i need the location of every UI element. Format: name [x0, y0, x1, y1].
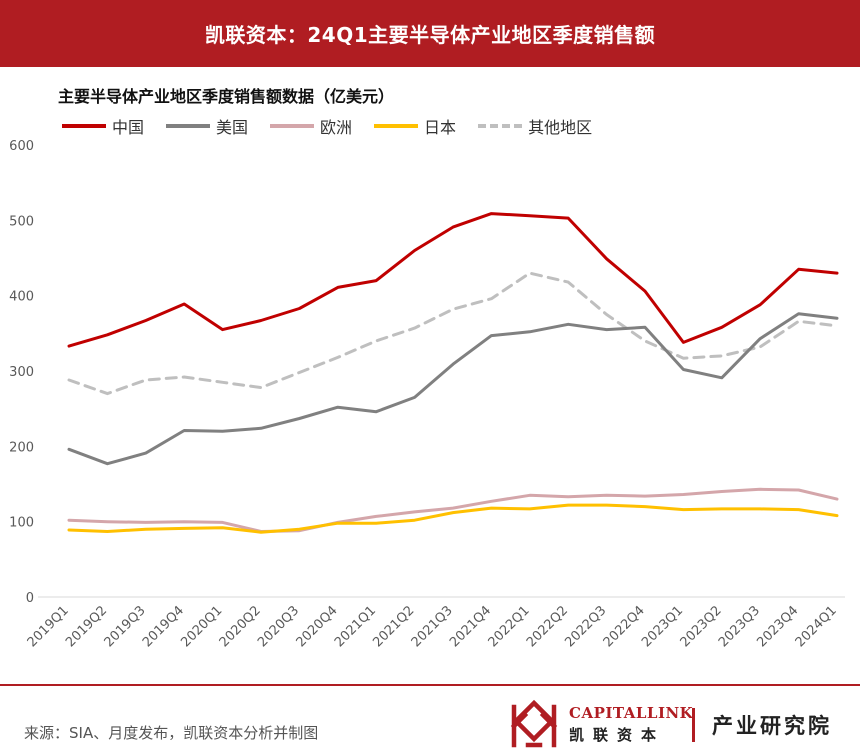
legend-label: 美国	[216, 118, 249, 137]
legend-swatch	[270, 124, 315, 128]
x-tick-label: 2022Q2	[524, 603, 571, 650]
legend-item: 其他地区	[478, 114, 592, 138]
x-tick-label: 2019Q2	[63, 603, 110, 650]
x-tick-label: 2020Q3	[255, 603, 302, 650]
x-tick-label: 2021Q2	[370, 603, 417, 650]
x-tick-label: 2019Q4	[140, 603, 187, 650]
brand-name-cn: 凯联资本	[569, 726, 666, 744]
page-title: 凯联资本：24Q1主要半导体产业地区季度销售额	[204, 23, 656, 47]
chart-legend: 中国 美国 欧洲 日本 其他地区	[62, 114, 614, 138]
legend-swatch	[478, 124, 523, 128]
series-line	[67, 271, 839, 396]
legend-swatch	[62, 124, 106, 128]
x-tick-label: 2024Q1	[793, 603, 840, 650]
x-tick-label: 2023Q2	[678, 603, 725, 650]
series-line	[67, 487, 839, 533]
x-tick-label: 2022Q1	[486, 603, 533, 650]
legend-item: 欧洲	[270, 114, 352, 138]
legend-label: 日本	[424, 118, 457, 137]
y-tick-label: 400	[9, 290, 34, 305]
y-tick-label: 200	[9, 440, 34, 455]
legend-item: 美国	[166, 114, 248, 138]
y-tick-label: 100	[9, 516, 34, 531]
y-tick-label: 600	[9, 139, 34, 154]
x-tick-label: 2021Q1	[332, 603, 379, 650]
legend-label: 欧洲	[320, 118, 353, 137]
x-tick-label: 2023Q1	[639, 603, 686, 650]
x-tick-label: 2019Q1	[25, 603, 72, 650]
source-note: 来源：SIA、月度发布，凯联资本分析并制图	[24, 724, 319, 742]
y-tick-label: 0	[26, 591, 34, 606]
footer-divider	[0, 684, 860, 686]
legend-label: 中国	[112, 118, 145, 137]
legend-item: 日本	[374, 114, 456, 138]
brand-separator	[692, 708, 695, 742]
x-tick-label: 2019Q3	[102, 603, 149, 650]
x-tick-label: 2021Q4	[447, 603, 494, 650]
series-line	[67, 503, 839, 534]
x-tick-label: 2022Q4	[601, 603, 648, 650]
y-tick-label: 300	[9, 365, 34, 380]
x-tick-label: 2023Q3	[716, 603, 763, 650]
legend-swatch	[166, 124, 211, 128]
brand-institute: 产业研究院	[712, 713, 832, 738]
capitallink-logo-icon	[510, 699, 558, 748]
x-tick-label: 2020Q2	[217, 603, 264, 650]
x-tick-label: 2022Q3	[562, 603, 609, 650]
y-tick-label: 500	[9, 214, 34, 229]
legend-label: 其他地区	[528, 118, 593, 137]
line-chart: 0 100 200 300 400 500 600 2019Q12019Q22019Q3201…	[9, 139, 845, 650]
x-tick-label: 2021Q3	[409, 603, 456, 650]
legend-item: 中国	[62, 114, 144, 138]
brand-name-en: CAPITALLINK	[569, 704, 694, 722]
header-banner: 凯联资本：24Q1主要半导体产业地区季度销售额	[0, 0, 860, 67]
series-line	[67, 312, 839, 466]
x-tick-label: 2020Q1	[178, 603, 225, 650]
chart-title: 主要半导体产业地区季度销售额数据（亿美元）	[58, 87, 395, 106]
legend-swatch	[374, 124, 419, 128]
x-tick-label: 2020Q4	[294, 603, 341, 650]
series-line	[67, 212, 839, 348]
x-tick-label: 2023Q4	[754, 603, 801, 650]
